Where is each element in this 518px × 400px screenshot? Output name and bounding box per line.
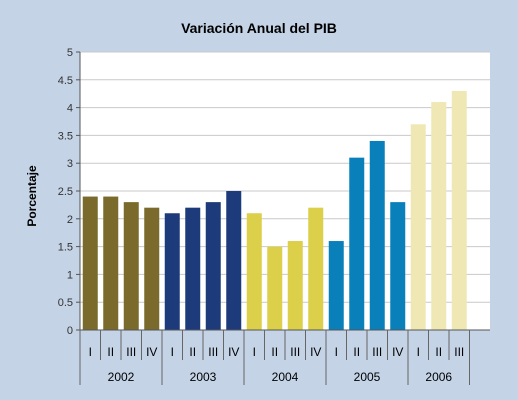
bar-2002-q2 [103,196,119,330]
bar-2004-q2 [267,246,283,330]
quarter-label: III [126,345,136,359]
quarter-label: II [107,345,114,359]
bar-2003-q2 [185,207,201,330]
bar-2003-q4 [226,191,242,330]
quarter-label: IV [310,345,321,359]
quarter-label: III [372,345,382,359]
quarter-label: III [208,345,218,359]
quarter-label: III [290,345,300,359]
bar-2002-q1 [82,196,98,330]
y-tick-label: 0 [67,325,73,337]
quarter-label: II [271,345,278,359]
bar-2003-q3 [205,202,221,330]
y-tick-label: 4.5 [58,75,73,87]
year-label: 2005 [354,370,381,384]
y-axis-label: Porcentaje [25,165,39,227]
quarter-label: I [335,345,338,359]
y-tick-label: 2 [67,214,73,226]
bar-2006-q1 [410,124,426,330]
quarter-label: II [353,345,360,359]
quarter-label: I [171,345,174,359]
bar-2005-q4 [390,202,406,330]
bar-2006-q3 [451,90,467,330]
y-tick-label: 3 [67,158,73,170]
year-label: 2004 [272,370,299,384]
y-tick-label: 1.5 [58,242,73,254]
bar-2005-q3 [369,140,385,330]
bar-2005-q1 [328,241,344,330]
quarter-label: III [454,345,464,359]
bar-2004-q4 [308,207,324,330]
y-tick-label: 0.5 [58,297,73,309]
bar-2006-q2 [431,102,447,330]
y-tick-label: 3.5 [58,130,73,142]
quarter-label: IV [392,345,403,359]
bar-2002-q4 [144,207,160,330]
bar-2005-q2 [349,157,365,330]
year-label: 2006 [425,370,452,384]
quarter-label: II [435,345,442,359]
quarter-label: IV [228,345,239,359]
bars [82,90,467,330]
bar-2004-q1 [246,213,262,330]
quarter-label: IV [146,345,157,359]
quarter-label: II [189,345,196,359]
y-tick-label: 1 [67,269,73,281]
quarter-label: I [417,345,420,359]
year-label: 2003 [190,370,217,384]
bar-2002-q3 [123,202,139,330]
chart-title: Variación Anual del PIB [181,20,337,36]
y-tick-label: 5 [67,47,73,59]
y-tick-label: 2.5 [58,186,73,198]
bar-2004-q3 [287,241,303,330]
quarter-label: I [253,345,256,359]
quarter-label: I [89,345,92,359]
bar-2003-q1 [164,213,180,330]
y-axis-ticks: 0 0.5 1 1.5 2 2.5 3 3.5 4 4.5 5 [58,47,81,337]
year-label: 2002 [108,370,135,384]
y-tick-label: 4 [67,103,73,115]
